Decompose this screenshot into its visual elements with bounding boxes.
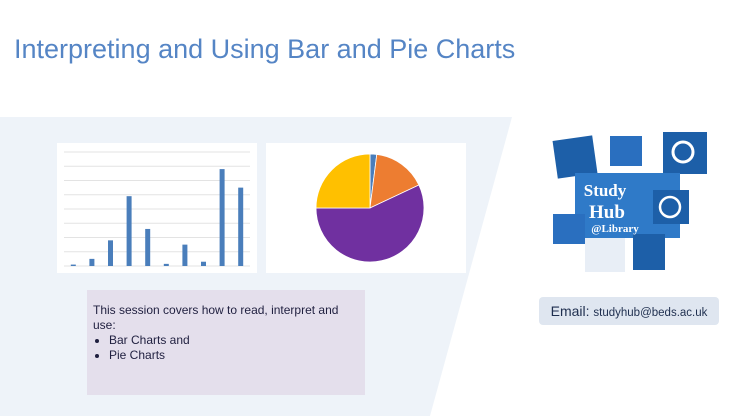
logo-icon [658, 195, 682, 219]
pie-slice [315, 153, 371, 209]
bar [201, 261, 206, 266]
bar [219, 169, 225, 266]
logo-cube [663, 132, 707, 174]
pie-slice [369, 153, 420, 209]
bar [163, 263, 169, 266]
bar [89, 258, 95, 266]
logo-text: Hub [589, 202, 625, 223]
logo-cube [610, 136, 642, 166]
logo-cube [653, 190, 689, 224]
bar [70, 264, 76, 266]
logo-cube [633, 234, 665, 270]
email-box: Email: studyhub@beds.ac.uk [539, 297, 719, 325]
logo-cube [585, 238, 625, 272]
logo-icon [671, 140, 695, 164]
summary-box: This session covers how to read, interpr… [87, 290, 365, 395]
email-label: Email: [550, 303, 590, 319]
bar [182, 244, 188, 266]
summary-list: Bar Charts and Pie Charts [93, 333, 359, 363]
bar [126, 196, 132, 266]
logo-text: @Library [591, 223, 639, 235]
bar [145, 228, 151, 266]
email-address: studyhub@beds.ac.uk [593, 307, 708, 319]
bar [108, 240, 113, 266]
summary-item: Pie Charts [109, 348, 359, 363]
bar [238, 187, 244, 266]
logo-text: Study [584, 181, 627, 200]
logo-cube [553, 214, 585, 244]
summary-intro: This session covers how to read, interpr… [93, 303, 339, 332]
logo-cube [552, 135, 598, 179]
summary-item: Bar Charts and [109, 333, 359, 348]
logo: Study Hub @Library [552, 132, 707, 272]
pie-slice [315, 184, 425, 263]
slide-title: Interpreting and Using Bar and Pie Chart… [14, 34, 516, 64]
